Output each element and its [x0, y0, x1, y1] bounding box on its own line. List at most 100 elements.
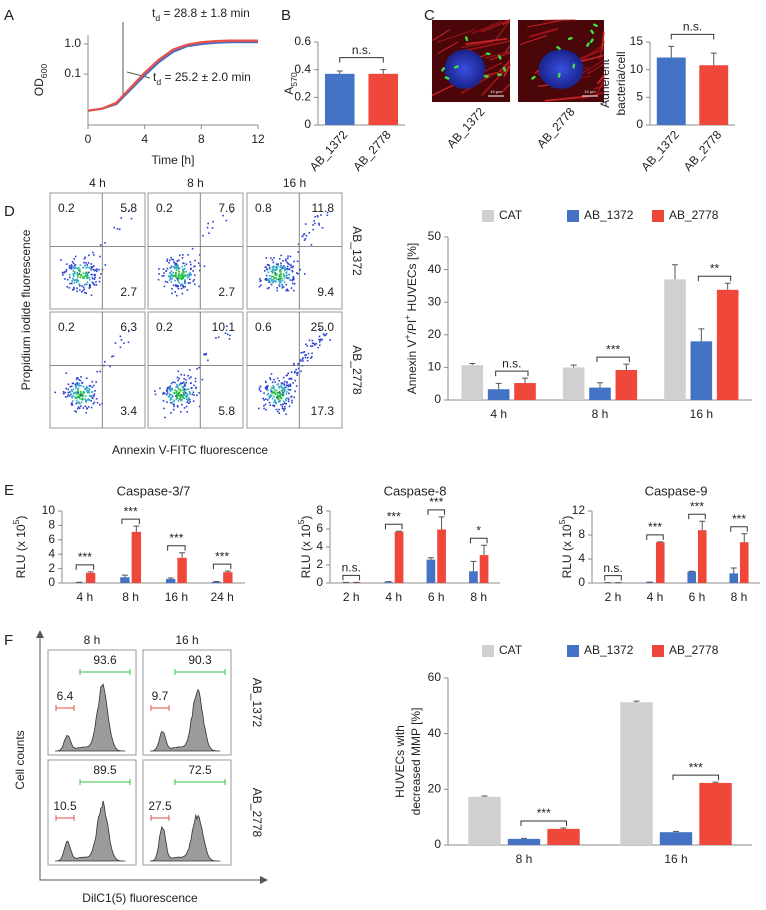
dot: [272, 267, 275, 270]
dot: [313, 344, 316, 346]
dot: [291, 269, 294, 272]
bar: [394, 531, 404, 583]
chart-title: Caspase-9: [645, 483, 708, 498]
dot: [177, 259, 180, 262]
dot: [80, 274, 82, 276]
dot: [88, 276, 91, 279]
dot: [72, 267, 74, 269]
dot: [76, 391, 78, 394]
dot: [75, 396, 78, 399]
legend-label: AB_2778: [669, 208, 719, 222]
dot: [278, 412, 281, 414]
dot: [189, 400, 191, 403]
label-part: d: [155, 13, 160, 23]
dot: [73, 264, 76, 267]
dot: [266, 399, 269, 401]
dot: [170, 387, 172, 389]
dot: [273, 386, 275, 388]
dot: [174, 265, 176, 268]
dot: [294, 370, 296, 373]
dot: [74, 255, 77, 258]
dot: [170, 266, 173, 269]
annotation: td = 25.2 ± 2.0 min: [153, 70, 251, 87]
label-part: = 25.2 ± 2.0 min: [161, 70, 251, 84]
dot: [311, 339, 314, 342]
dot: [86, 272, 89, 275]
dot: [181, 292, 184, 295]
dot: [189, 278, 191, 281]
dot: [177, 400, 180, 402]
significance-bracket: [167, 545, 186, 551]
dot: [263, 405, 265, 407]
dot: [170, 256, 172, 259]
dot: [128, 209, 131, 212]
error-bar: [560, 827, 567, 829]
dot: [74, 383, 77, 386]
y-tick-label: 0.2: [294, 90, 311, 104]
dot: [289, 255, 292, 258]
dot: [284, 405, 286, 408]
dot: [267, 264, 270, 266]
dot: [78, 385, 81, 387]
dot: [184, 388, 186, 390]
dot: [178, 384, 181, 386]
actin-fiber: [436, 29, 476, 43]
dot: [194, 259, 196, 262]
label-part: HUVECs [%]: [405, 243, 419, 315]
dot: [280, 393, 283, 396]
dot: [168, 279, 171, 281]
dot: [178, 394, 181, 396]
error-bar: [724, 282, 731, 290]
dot: [274, 274, 277, 276]
dot: [170, 397, 172, 400]
dot: [89, 268, 92, 271]
dot: [82, 392, 84, 395]
panel-letter: C: [424, 7, 435, 24]
dot: [77, 274, 79, 276]
dot: [271, 281, 274, 284]
dot: [77, 389, 79, 392]
dot: [189, 273, 191, 275]
dot: [208, 232, 210, 235]
dot: [74, 391, 76, 394]
dot: [176, 383, 178, 386]
dot: [268, 401, 271, 404]
bar: [655, 542, 665, 583]
dot: [174, 395, 177, 397]
error-bar: [481, 544, 488, 556]
dot: [230, 211, 233, 213]
dot: [186, 401, 189, 404]
dot: [265, 279, 268, 282]
dot: [80, 291, 83, 293]
dot: [278, 269, 281, 271]
dot: [64, 391, 67, 394]
dot: [90, 395, 92, 397]
axis-arrow: [36, 630, 44, 638]
bar: [589, 387, 611, 400]
dot: [259, 280, 261, 283]
dot: [70, 268, 73, 270]
y-tick-label: 8: [316, 503, 323, 517]
dot: [224, 332, 227, 335]
dot: [86, 264, 89, 266]
bar: [324, 73, 355, 125]
dot: [92, 251, 94, 254]
significance-bracket: [339, 57, 384, 63]
dot: [184, 392, 187, 394]
label-part: d: [156, 77, 161, 87]
dot: [217, 336, 220, 339]
dot: [165, 270, 167, 272]
dot: [270, 388, 272, 391]
dot: [286, 384, 288, 387]
dot: [281, 267, 284, 269]
dot: [181, 398, 183, 401]
dot: [286, 265, 289, 268]
label-part: /PI: [405, 320, 419, 335]
gate-value: 89.5: [93, 763, 117, 777]
dot: [176, 264, 179, 266]
dot: [82, 390, 85, 393]
dot: [292, 289, 295, 292]
dot: [166, 260, 168, 263]
dot: [282, 285, 285, 288]
dot: [276, 289, 279, 292]
